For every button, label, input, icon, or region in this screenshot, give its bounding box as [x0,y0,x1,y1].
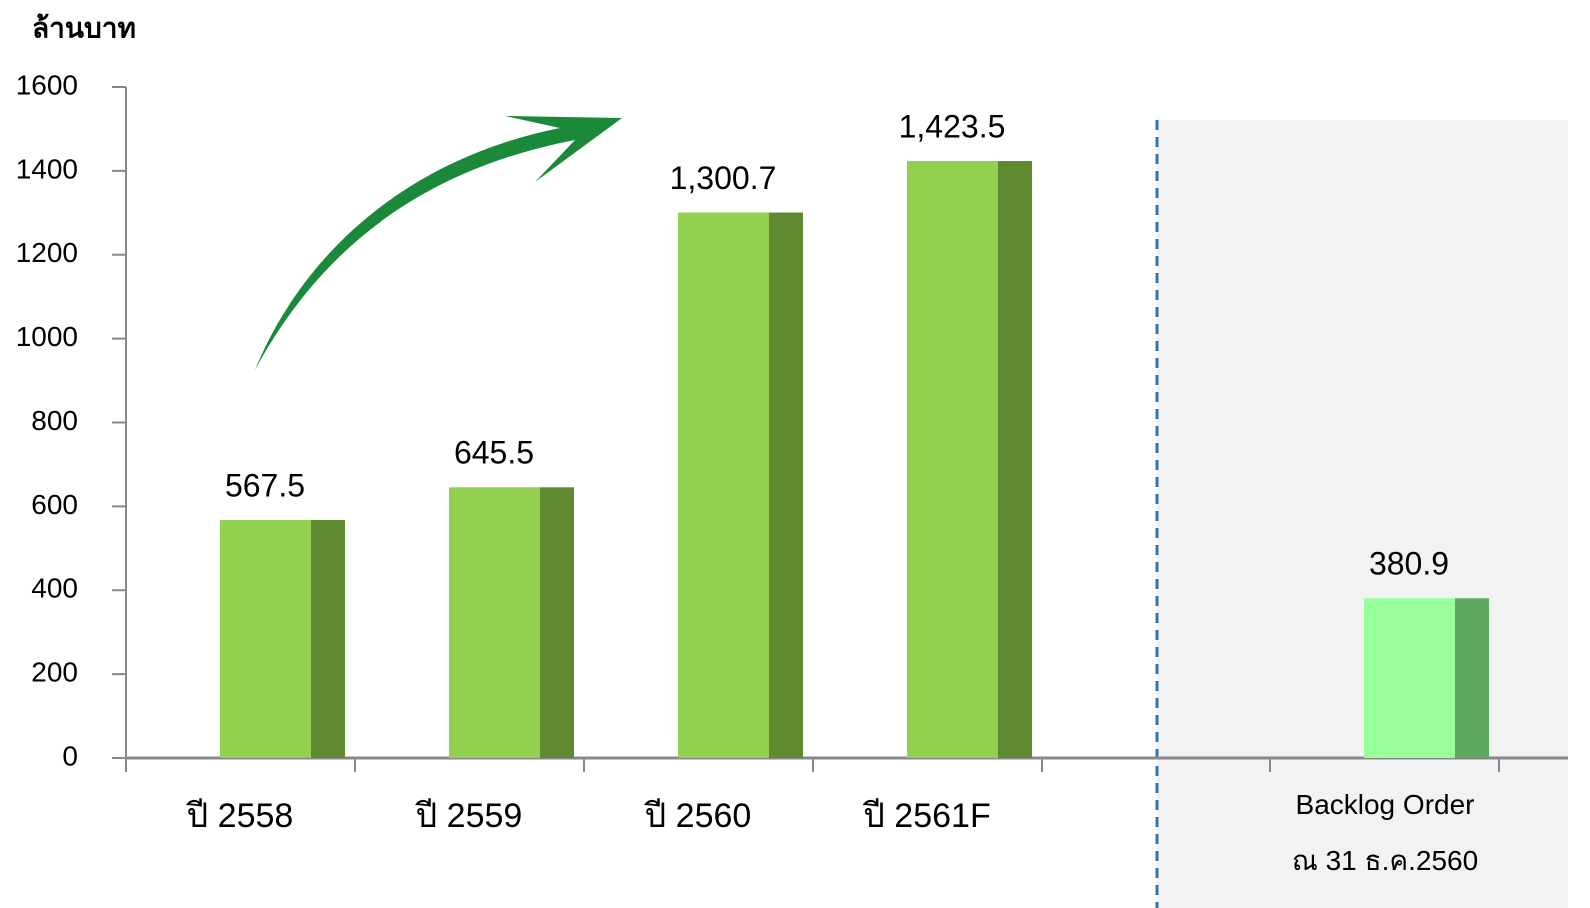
bar-side [540,487,574,758]
y-tick-label: 200 [31,657,78,688]
x-tick-label: ปี 2558 [186,797,293,835]
value-label: 1,300.7 [670,160,777,196]
x-tick-label: Backlog Order ณ 31 ธ.ค.2560 [1291,789,1479,876]
bar [449,487,574,758]
y-tick-label: 1600 [16,69,78,100]
y-axis-unit: ล้านบาท [32,12,136,43]
bar [1364,598,1489,758]
y-tick-label: 1200 [16,237,78,268]
bar-side [998,161,1032,759]
x-tick-label: ปี 2561F [863,797,991,835]
y-tick-label: 600 [31,489,78,520]
bar [678,212,803,759]
y-tick-label: 0 [62,740,78,771]
bar-side [769,212,803,759]
bar [220,520,345,758]
backlog-panel [1157,120,1568,908]
bar-side [311,520,345,758]
y-tick-label: 1000 [16,321,78,352]
value-label: 567.5 [225,467,305,503]
y-tick-label: 1400 [16,153,78,184]
bar [907,161,1032,759]
bar-front [1364,598,1455,758]
y-tick-label: 400 [31,573,78,604]
value-label: 1,423.5 [899,108,1006,144]
value-label: 645.5 [454,435,534,471]
bar-side [1455,598,1489,758]
x-tick-label: ปี 2560 [644,797,751,835]
growth-arrow [255,116,622,370]
y-tick-label: 800 [31,405,78,436]
bar-front [678,212,769,759]
bar-front [449,487,540,758]
value-label: 380.9 [1369,546,1449,582]
x-tick-label: ปี 2559 [415,797,522,835]
bar-front [220,520,311,758]
bar-front [907,161,998,759]
